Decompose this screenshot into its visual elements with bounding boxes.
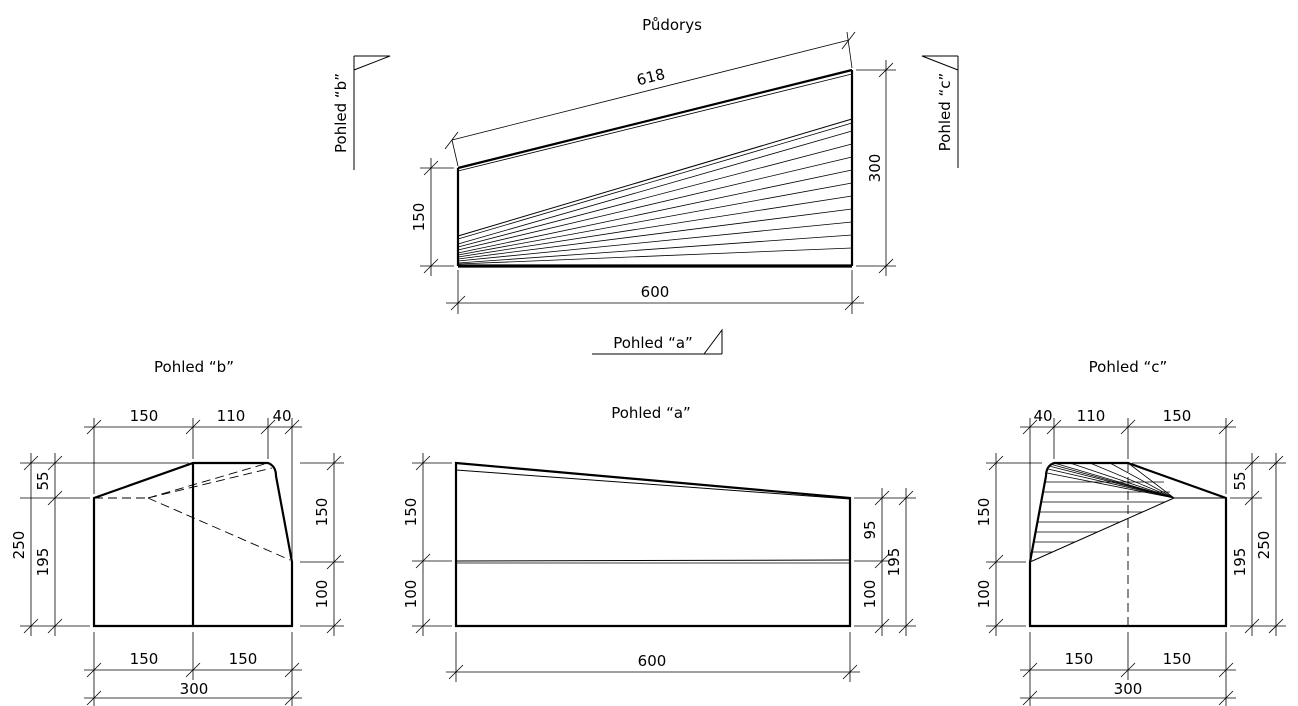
view-a-dim-left: 150 100 xyxy=(402,453,452,636)
view-b-marker: Pohled “b” xyxy=(332,55,391,170)
plan-fan-lines xyxy=(457,130,853,265)
view-a-dim-bottom-600: 600 xyxy=(638,652,667,670)
plan-dim-150-label: 150 xyxy=(410,203,428,232)
plan-dim-600: 600 xyxy=(446,270,864,314)
view-a-dim-left-100: 100 xyxy=(402,580,420,609)
plan-dim-618-label: 618 xyxy=(635,65,667,89)
view-b-dim-left-55: 55 xyxy=(34,471,52,490)
view-a-dim-right-95: 95 xyxy=(861,520,879,539)
plan-top-edge-inner xyxy=(457,73,853,172)
view-c-dim-bottom-300: 300 xyxy=(1114,680,1143,698)
view-b-dim-left-195: 195 xyxy=(34,548,52,577)
view-c-marker-label: Pohled “c” xyxy=(936,73,954,152)
plan-ridge-line-2 xyxy=(457,122,853,240)
view-b-marker-label: Pohled “b” xyxy=(332,73,350,153)
view-a-outline xyxy=(454,461,852,628)
view-b-dim-bottom: 150 150 300 xyxy=(84,632,302,706)
view-a-marker: Pohled “a” xyxy=(592,328,723,355)
view-b-dim-bottom-150a: 150 xyxy=(130,650,159,668)
view-c-dim-top: 40 110 150 xyxy=(1020,407,1236,558)
view-b-dim-bottom-150b: 150 xyxy=(229,650,258,668)
view-b-slope-inner xyxy=(93,462,194,499)
view-c-marker: Pohled “c” xyxy=(921,55,959,168)
view-c-dim-right-195: 195 xyxy=(1231,548,1249,577)
view-a-dim-right: 95 100 195 xyxy=(854,488,916,636)
plan-title: Půdorys xyxy=(642,16,702,34)
plan-dim-600-label: 600 xyxy=(641,283,670,301)
view-b: Pohled “b” 150 110 40 xyxy=(10,358,344,706)
view-a-mid-line xyxy=(455,559,851,562)
view-a-dim-right-195: 195 xyxy=(885,548,903,577)
view-a-title: Pohled “a” xyxy=(611,404,691,422)
view-b-outline xyxy=(92,461,294,628)
view-b-dim-right: 150 100 xyxy=(300,453,344,636)
view-a-dim-left-150: 150 xyxy=(402,498,420,527)
plan-dim-300-label: 300 xyxy=(866,154,884,183)
view-b-dim-left: 55 195 250 xyxy=(10,453,189,636)
view-c-dim-left-150: 150 xyxy=(975,498,993,527)
view-b-dim-right-100: 100 xyxy=(313,580,331,609)
plan-ridge-line xyxy=(457,118,853,237)
view-b-title: Pohled “b” xyxy=(154,358,234,376)
view-c-hatch-lines xyxy=(1032,481,1170,553)
view-b-hidden-lines xyxy=(94,462,291,561)
view-c-dim-bottom-150a: 150 xyxy=(1065,650,1094,668)
view-b-dim-top: 150 110 40 xyxy=(84,407,302,558)
view-c-dim-right-250: 250 xyxy=(1255,531,1273,560)
view-c-dim-bottom-150b: 150 xyxy=(1163,650,1192,668)
view-c-dim-left-100: 100 xyxy=(975,580,993,609)
view-c: Pohled “c” xyxy=(975,358,1286,706)
view-c-dim-right: 55 195 250 xyxy=(1132,453,1286,636)
view-a-marker-label: Pohled “a” xyxy=(613,334,693,352)
view-c-dim-top-40: 40 xyxy=(1033,407,1052,425)
view-c-dim-right-55: 55 xyxy=(1231,471,1249,490)
view-b-dim-left-250: 250 xyxy=(10,531,28,560)
plan-view: Půdorys 618 xyxy=(332,16,959,355)
view-b-dim-top-110: 110 xyxy=(217,407,246,425)
view-a-dim-bottom: 600 xyxy=(446,632,860,682)
view-c-diagonal xyxy=(1029,497,1175,563)
view-c-dim-top-110: 110 xyxy=(1077,407,1106,425)
view-c-title: Pohled “c” xyxy=(1089,358,1168,376)
plan-dim-618: 618 xyxy=(444,31,856,167)
plan-dim-150: 150 xyxy=(410,158,454,276)
plan-dim-300: 300 xyxy=(856,60,896,276)
view-c-dim-top-150: 150 xyxy=(1163,407,1192,425)
view-b-dim-bottom-300: 300 xyxy=(180,680,209,698)
view-b-dim-top-40: 40 xyxy=(272,407,291,425)
view-b-dim-right-150: 150 xyxy=(313,498,331,527)
view-c-fan-lines xyxy=(1046,462,1175,499)
plan-top-edge xyxy=(457,68,853,170)
view-a-dim-right-100: 100 xyxy=(861,580,879,609)
view-a-top-inner xyxy=(455,469,851,500)
view-a: Pohled “a” 150 100 xyxy=(402,404,916,682)
view-c-dim-bottom: 150 150 300 xyxy=(1020,632,1236,706)
view-c-dim-left: 150 100 xyxy=(975,453,1042,636)
view-b-dim-top-150: 150 xyxy=(130,407,159,425)
